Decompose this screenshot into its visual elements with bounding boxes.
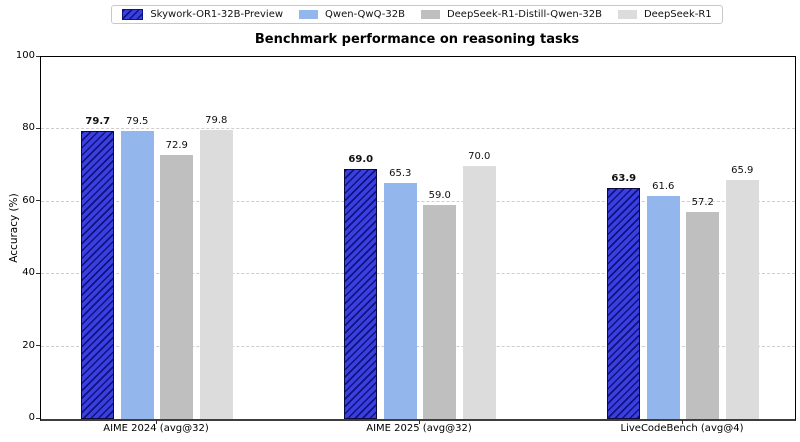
gridline-60 [41,200,795,202]
bar-value-label: 79.8 [205,115,228,127]
x-tick-label-2: AIME 2025 (avg@32) [366,423,472,434]
legend-swatch-icon [617,10,637,19]
x-tick-mark [156,420,157,424]
legend-item-4: DeepSeek-R1 [617,9,712,20]
bar-Skywork-OR1-32B-Preview [607,187,641,419]
legend-swatch-icon [299,10,319,19]
legend-label: DeepSeek-R1-Distill-Qwen-32B [446,9,602,20]
bar-value-label: 79.7 [85,115,111,127]
bar-value-label: 70.0 [468,150,491,162]
y-tick-label-60: 60 [22,194,35,206]
y-tick-mark [36,417,40,419]
bar-DeepSeek-R1-Distill-Qwen-32B [423,205,457,419]
y-tick-mark [36,127,40,129]
chart-title: Benchmark performance on reasoning tasks [254,32,580,47]
legend-swatch-icon [420,10,440,19]
bar-Qwen-QwQ-32B [646,196,680,419]
legend-label: DeepSeek-R1 [643,9,712,20]
legend: Skywork-OR1-32B-Preview Qwen-QwQ-32B DeepS… [40,5,794,24]
bar-DeepSeek-R1-Distill-Qwen-32B [160,155,194,419]
x-tick-label-3: LiveCodeBench (avg@4) [620,423,744,434]
y-tick-label-100: 100 [15,50,35,61]
bar-DeepSeek-R1 [199,130,233,419]
bar-Qwen-QwQ-32B [383,182,417,419]
legend-item-1: Skywork-OR1-32B-Preview [122,9,283,20]
bar-value-label: 69.0 [348,154,374,166]
bar-DeepSeek-R1 [725,180,759,419]
x-tick-mark [682,420,683,424]
bar-value-label: 65.9 [731,165,754,177]
bar-Qwen-QwQ-32B [120,131,154,419]
legend-item-3: DeepSeek-R1-Distill-Qwen-32B [420,9,602,20]
x-tick-label-1: AIME 2024 (avg@32) [103,423,209,434]
y-tick-label-20: 20 [22,339,35,351]
legend-label: Skywork-OR1-32B-Preview [150,9,284,20]
y-tick-label-0: 0 [28,412,35,423]
y-tick-mark [36,272,40,274]
legend-swatch-icon [122,9,144,20]
bar-value-label: 65.3 [389,167,412,179]
y-tick-label-40: 40 [22,267,35,279]
bar-value-label: 59.0 [428,190,451,202]
bar-DeepSeek-R1 [462,165,496,419]
bar-value-label: 72.9 [165,140,188,152]
legend-label: Qwen-QwQ-32B [325,9,405,20]
gridline-40 [41,273,795,275]
bar-value-label: 57.2 [691,196,714,208]
bar-value-label: 63.9 [611,172,637,184]
gridline-80 [41,128,795,130]
bar-value-label: 79.5 [126,116,149,128]
y-tick-label-80: 80 [22,122,35,134]
legend-box: Skywork-OR1-32B-Preview Qwen-QwQ-32B DeepS… [111,5,723,24]
y-tick-mark [36,55,40,57]
y-tick-mark [36,345,40,347]
y-tick-mark [36,200,40,202]
legend-item-2: Qwen-QwQ-32B [299,9,405,20]
bar-DeepSeek-R1-Distill-Qwen-32B [686,211,720,419]
bar-Skywork-OR1-32B-Preview [81,130,115,419]
bar-Skywork-OR1-32B-Preview [344,169,378,419]
plot-area: 79.7 69.0 63.9 79.5 65.3 61.6 72.9 59.0 57.2 79.8… [40,56,796,421]
gridline-20 [41,345,795,347]
bar-value-label: 61.6 [652,181,675,193]
x-tick-mark [419,420,420,424]
